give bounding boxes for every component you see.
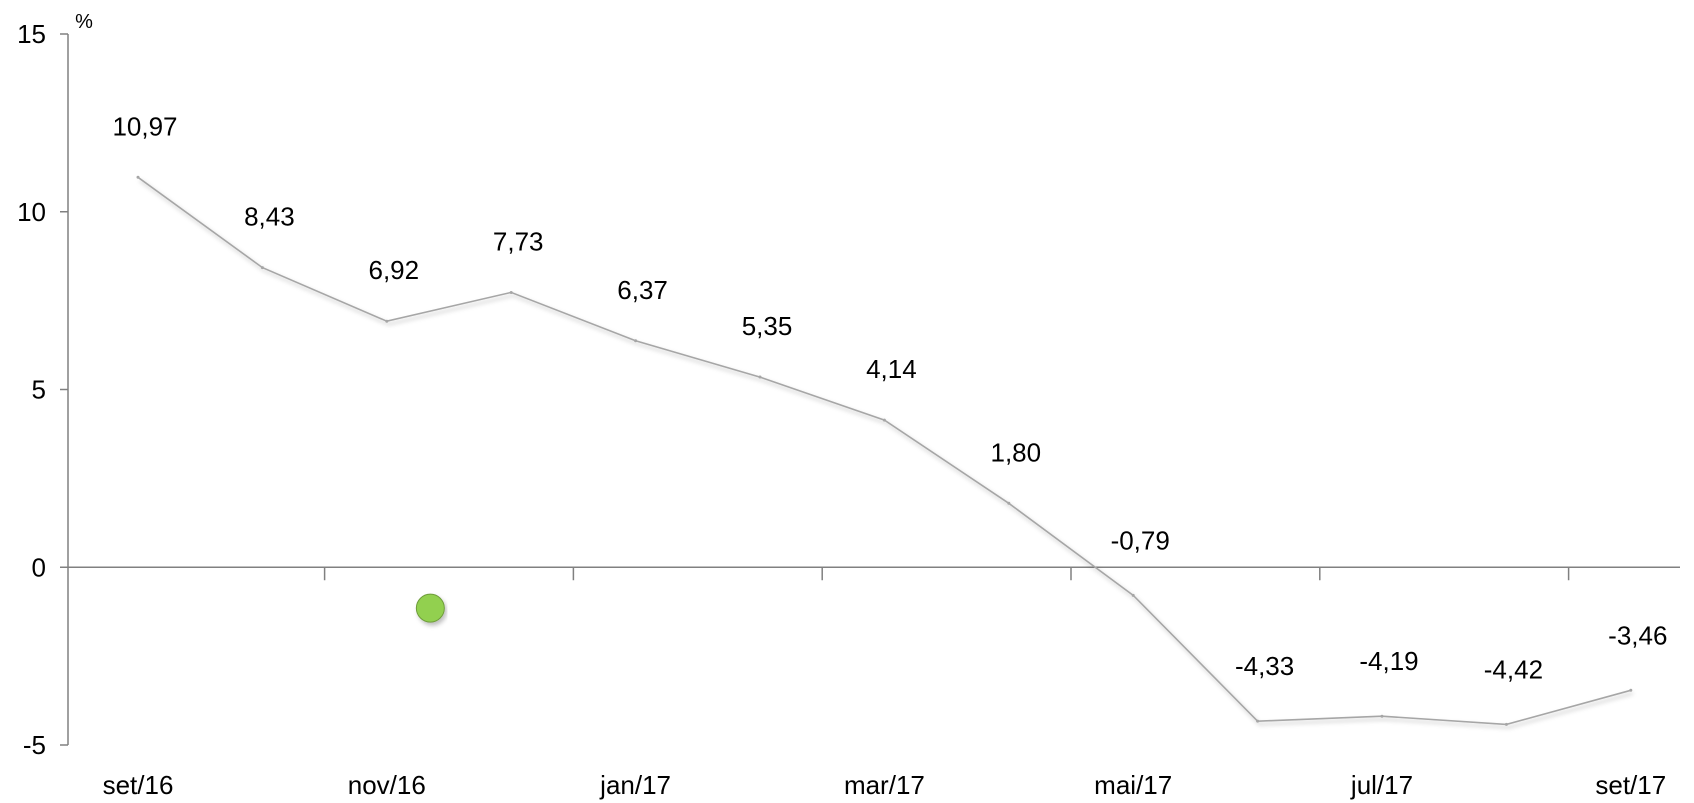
data-label: -4,33 (1235, 651, 1294, 681)
data-point (1629, 688, 1633, 692)
series-line (137, 176, 1632, 726)
data-point (882, 418, 886, 422)
data-label: -0,79 (1111, 525, 1170, 555)
data-label: 10,97 (112, 111, 177, 141)
data-label: -3,46 (1608, 620, 1667, 650)
data-label: 1,80 (990, 437, 1041, 467)
y-tick-label: -5 (23, 730, 46, 760)
data-label: 8,43 (244, 202, 295, 232)
data-label: 6,37 (617, 275, 668, 305)
x-tick-label: mai/17 (1094, 770, 1172, 800)
data-point (1504, 722, 1508, 726)
y-tick-label: 15 (17, 19, 46, 49)
axes: -5 0 5 10 15 set/16 nov/16 jan/17 mar/17 mai/17 ju… (17, 19, 1680, 800)
data-label: -4,19 (1359, 646, 1418, 676)
x-tick-label: set/17 (1595, 770, 1666, 800)
y-unit-label: % (75, 11, 93, 33)
data-label: 4,14 (866, 354, 917, 384)
x-tick-label: jul/17 (1350, 770, 1413, 800)
data-labels: 10,97 8,43 6,92 7,73 6,37 5,35 4,14 1,80 -0,79 -4… (112, 111, 1667, 684)
data-point (260, 266, 264, 270)
data-point (509, 290, 513, 294)
y-tick-label: 5 (32, 375, 46, 405)
data-label: -4,42 (1484, 654, 1543, 684)
data-point (1007, 501, 1011, 505)
x-tick-label: mar/17 (844, 770, 925, 800)
data-point (385, 319, 389, 323)
data-point (136, 175, 140, 179)
series-layer (136, 175, 1633, 726)
data-point (1256, 719, 1260, 723)
y-tick-label: 0 (32, 552, 46, 582)
data-label: 7,73 (493, 226, 544, 256)
green-marker-dot (415, 593, 445, 623)
data-label: 5,35 (742, 311, 793, 341)
y-tick-label: 10 (17, 197, 46, 227)
x-tick-label: set/16 (103, 770, 174, 800)
data-point (1131, 593, 1135, 597)
x-tick-label: jan/17 (599, 770, 671, 800)
data-point (1380, 714, 1384, 718)
x-tick-label: nov/16 (348, 770, 426, 800)
data-label: 6,92 (368, 255, 419, 285)
data-point (634, 339, 638, 343)
data-point (758, 375, 762, 379)
